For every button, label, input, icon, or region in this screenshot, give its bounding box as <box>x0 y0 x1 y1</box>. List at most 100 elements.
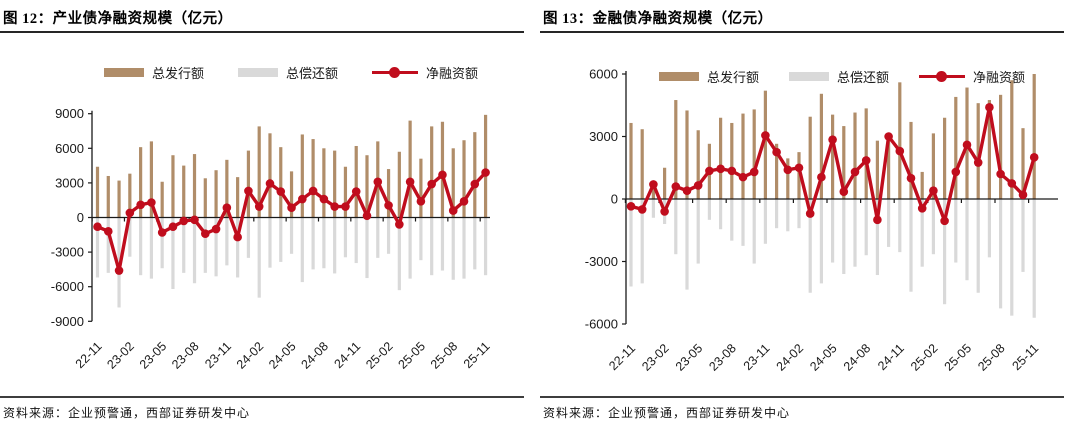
y-tick-label: 3000 <box>589 129 618 144</box>
issuance-bar <box>257 126 261 218</box>
issuance-bar <box>95 166 100 218</box>
net-financing-point <box>351 187 361 196</box>
net-financing-point <box>839 187 849 197</box>
x-tick-label: 25-05 <box>396 339 429 372</box>
repayment-bar <box>322 217 326 269</box>
repayment-bar <box>246 217 251 258</box>
y-tick-label: 0 <box>611 192 618 207</box>
repayment-bar <box>128 217 132 257</box>
legend-label-repayment: 总偿还额 <box>285 66 338 81</box>
repayment-bar <box>786 199 790 232</box>
issuance-bar <box>954 96 958 199</box>
legend-label-net: 净融资额 <box>973 70 1026 85</box>
y-tick-label: 3000 <box>55 175 84 190</box>
repayment-bar <box>1021 199 1025 272</box>
issuance-bar <box>128 173 132 218</box>
repayment-bar <box>473 217 477 270</box>
issuance-bar <box>976 103 980 199</box>
net-financing-point <box>861 156 871 165</box>
issuance-bar-swatch-icon <box>103 68 144 77</box>
net-financing-point <box>459 197 469 206</box>
net-financing-point <box>448 206 458 215</box>
x-tick-label: 23-08 <box>706 341 739 374</box>
issuance-bar <box>887 134 891 199</box>
net-financing-point <box>1029 153 1039 162</box>
repayment-bar <box>651 199 655 218</box>
issuance-bar <box>1021 128 1025 199</box>
repayment-bar <box>909 199 913 292</box>
issuance-bar <box>719 117 723 199</box>
repayment-bar <box>483 217 488 276</box>
repayment-bar <box>268 217 272 268</box>
repayment-bar <box>95 217 100 278</box>
issuance-bar <box>797 152 801 200</box>
net-financing-point <box>973 158 983 167</box>
repayment-bar <box>763 199 767 244</box>
issuance-bar <box>246 150 251 218</box>
net-financing-point <box>996 169 1005 179</box>
net-financing-point <box>211 224 221 234</box>
source-note: 资料来源：企业预警通，西部证券研发中心 <box>3 406 251 420</box>
repayment-bar <box>954 199 958 263</box>
x-tick-label: 25-11 <box>461 339 493 371</box>
issuance-bar <box>440 121 445 218</box>
net-financing-point <box>671 182 681 191</box>
net-financing-point <box>125 208 135 218</box>
issuance-bar <box>354 145 358 218</box>
issuance-bar <box>386 169 391 218</box>
repayment-bar <box>214 217 218 277</box>
title-rule <box>0 31 524 33</box>
issuance-bar <box>203 178 207 218</box>
repayment-bar <box>289 217 294 254</box>
figure-12-panel: 图 12：产业债净融资规模（亿元） 9000 6000 3000 0 -3000 -600… <box>0 11 524 420</box>
legend-item-repayment: 总偿还额 <box>237 63 338 82</box>
net-financing-point <box>470 179 480 189</box>
repayment-bar <box>236 217 240 278</box>
issuance-bar <box>430 126 434 218</box>
x-tick-label: 25-08 <box>428 339 461 372</box>
issuance-bar <box>909 121 913 199</box>
issuance-bar <box>629 122 633 199</box>
net-financing-point <box>136 200 145 210</box>
repayment-bar <box>419 217 423 261</box>
issuance-bar <box>397 151 401 218</box>
issuance-bar <box>864 108 868 200</box>
issuance-bar <box>775 143 779 199</box>
issuance-bar <box>279 147 283 218</box>
issuance-bar <box>419 158 423 218</box>
x-tick-label: 25-05 <box>942 341 975 374</box>
net-financing-point <box>682 186 692 195</box>
issuance-bar <box>685 110 689 199</box>
repayment-bar-swatch-icon <box>788 72 829 81</box>
repayment-bar <box>920 199 924 267</box>
issuance-bar <box>214 170 218 218</box>
repayment-bar <box>965 199 969 281</box>
y-tick-label: 6000 <box>55 141 84 156</box>
repayment-bar <box>707 199 711 220</box>
net-line-swatch-icon <box>372 66 418 78</box>
y-tick-label: 0 <box>77 210 84 225</box>
chart-title: 图 12：产业债净融资规模（亿元） <box>3 11 233 27</box>
x-tick-label: 23-02 <box>639 341 672 374</box>
issuance-bar <box>462 140 466 218</box>
issuance-bar <box>408 120 412 218</box>
net-financing-point <box>828 135 837 144</box>
net-financing-point <box>265 179 275 188</box>
issuance-bar <box>333 150 337 218</box>
net-financing-point <box>794 163 804 173</box>
x-tick-label: 24-11 <box>331 339 363 371</box>
repayment-bar <box>696 199 700 264</box>
issuance-bar <box>225 159 229 218</box>
net-financing-point <box>850 167 860 177</box>
y-tick-label: 9000 <box>55 106 84 121</box>
repayment-bar <box>629 199 633 287</box>
repayment-bar <box>106 217 110 273</box>
net-financing-point <box>319 194 329 204</box>
figure-13-panel: 图 13：金融债净融资规模（亿元） 6000 3000 0 -3000 -6000 22-… <box>540 0 1080 431</box>
net-line-swatch-icon <box>919 70 965 82</box>
repayment-bar <box>808 199 812 293</box>
issuance-bar <box>182 165 186 218</box>
legend-item-issuance: 总发行额 <box>658 67 759 86</box>
